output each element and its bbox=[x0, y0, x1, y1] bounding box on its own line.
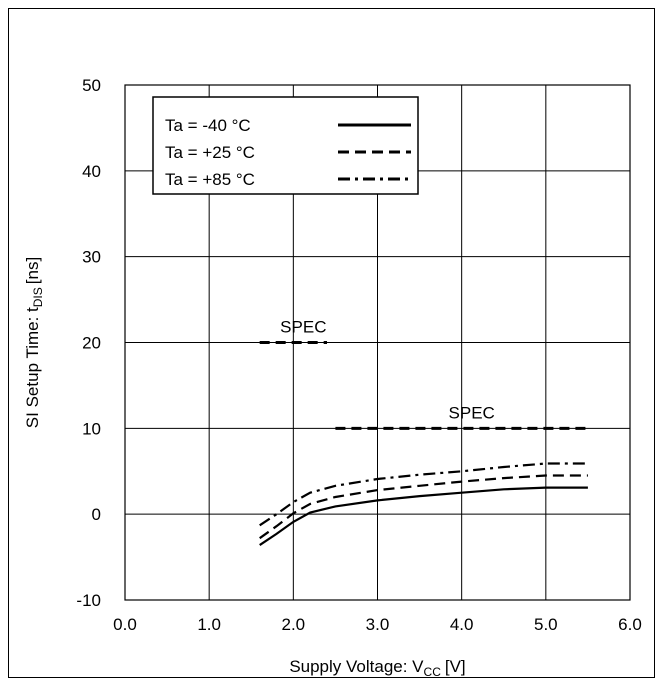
x-tick-label: 2.0 bbox=[282, 615, 306, 634]
legend-label: Ta = +85 °C bbox=[165, 170, 255, 189]
y-tick-label: 10 bbox=[82, 419, 101, 438]
y-tick-label: 40 bbox=[82, 162, 101, 181]
x-tick-label: 3.0 bbox=[366, 615, 390, 634]
x-tick-label: 0.0 bbox=[113, 615, 137, 634]
legend-label: Ta = +25 °C bbox=[165, 143, 255, 162]
legend: Ta = -40 °C Ta = +25 °C Ta = +85 °C bbox=[152, 96, 419, 195]
series-lines bbox=[259, 462, 588, 547]
series-line bbox=[259, 462, 588, 527]
series-line bbox=[259, 474, 588, 540]
x-tick-label: 4.0 bbox=[450, 615, 474, 634]
spec-lines: SPEC SPEC bbox=[259, 318, 588, 430]
x-tick-label: 1.0 bbox=[197, 615, 221, 634]
y-tick-label: 20 bbox=[82, 334, 101, 353]
legend-label: Ta = -40 °C bbox=[165, 116, 251, 135]
x-tick-label: 6.0 bbox=[618, 615, 642, 634]
y-tick-label: 30 bbox=[82, 248, 101, 267]
tick-labels: 0.0 1.0 2.0 3.0 4.0 5.0 6.0 -10 0 10 20 30 40 50 bbox=[76, 76, 641, 634]
y-tick-label: 0 bbox=[92, 505, 101, 524]
x-axis-label: Supply Voltage: VCC [V] bbox=[289, 657, 465, 679]
y-tick-label: 50 bbox=[82, 76, 101, 95]
figure-frame bbox=[8, 8, 655, 678]
plot-area bbox=[124, 84, 631, 601]
series-line bbox=[259, 486, 588, 547]
spec-label: SPEC bbox=[280, 318, 326, 337]
y-axis-label: SI Setup Time: tDIS[ns] bbox=[23, 257, 45, 428]
spec-label: SPEC bbox=[449, 403, 495, 422]
x-tick-label: 5.0 bbox=[534, 615, 558, 634]
y-tick-label: -10 bbox=[76, 591, 101, 610]
